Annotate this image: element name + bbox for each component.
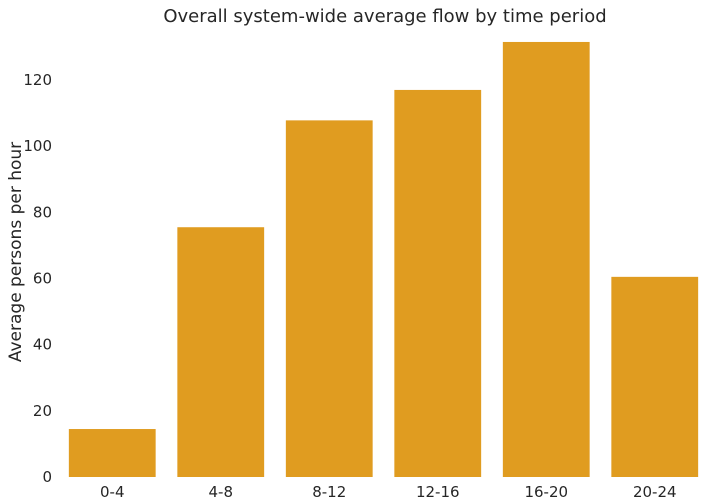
x-tick-label: 0-4	[100, 483, 125, 501]
y-tick-label: 20	[33, 402, 52, 420]
x-axis: 0-4 4-8 8-12 12-16 16-20 20-24	[100, 483, 677, 501]
bars	[68, 41, 699, 478]
y-tick-label: 80	[33, 203, 52, 221]
bar-12-16	[394, 89, 482, 478]
bar-0-4	[68, 429, 156, 477]
y-axis-label: Average persons per hour	[6, 142, 26, 362]
x-tick-label: 16-20	[524, 483, 568, 501]
bar-16-20	[502, 41, 590, 478]
x-tick-label: 20-24	[633, 483, 677, 501]
y-tick-label: 0	[42, 468, 52, 486]
x-tick-label: 8-12	[312, 483, 346, 501]
y-tick-label: 60	[33, 270, 52, 288]
y-tick-label: 120	[23, 71, 52, 89]
x-tick-label: 4-8	[209, 483, 234, 501]
chart-title: Overall system-wide average flow by time…	[163, 6, 606, 27]
bar-20-24	[611, 276, 699, 477]
x-tick-label: 12-16	[416, 483, 460, 501]
bar-4-8	[177, 227, 265, 477]
y-tick-label: 100	[23, 137, 52, 155]
bar-8-12	[285, 120, 373, 478]
y-tick-label: 40	[33, 336, 52, 354]
y-axis: 0 20 40 60 80 100 120	[23, 71, 52, 486]
